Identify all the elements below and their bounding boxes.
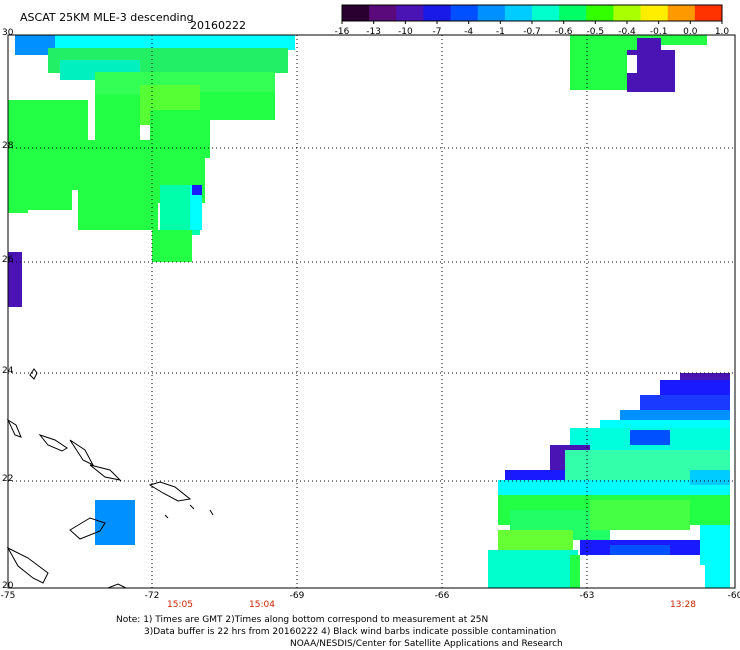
colorbar-tick-label: -0.6 [554, 27, 573, 37]
map-frame [7, 34, 736, 589]
colorbar-segment [667, 5, 696, 21]
data-cell [627, 55, 637, 73]
coastline [69, 517, 106, 540]
colorbar-segment [423, 5, 452, 21]
colorbar-segment [450, 5, 479, 21]
colorbar-tick-label: -4 [464, 27, 474, 37]
data-cell [637, 38, 661, 50]
colorbar-tick-label: -0.7 [523, 27, 541, 37]
coastline [209, 509, 214, 516]
data-cell [680, 373, 730, 383]
data-cell [95, 95, 140, 140]
colorbar-tick-label: 1.0 [714, 27, 730, 37]
colorbar-tick-label: -0.1 [649, 27, 668, 37]
swath-time-label: 13:28 [670, 600, 696, 610]
colorbar-tick-label: -16 [334, 27, 350, 37]
coastline [29, 368, 38, 380]
data-cell [192, 185, 202, 195]
data-cell [630, 430, 670, 445]
swath-time-label: 15:05 [167, 600, 193, 610]
coastline [107, 583, 127, 589]
longitude-label: -75 [0, 591, 16, 601]
latitude-label: 24 [2, 366, 14, 376]
note-line-1: Note: 1) Times are GMT 2)Times along bot… [116, 615, 489, 625]
data-cell [590, 500, 690, 530]
data-cell [705, 560, 730, 588]
colorbar-segment [396, 5, 424, 21]
data-cell [22, 170, 72, 210]
coastline [148, 481, 192, 502]
latitude-label: 30 [2, 28, 14, 38]
coastline [6, 418, 22, 438]
colorbar-tick-label: -7 [432, 27, 442, 37]
colorbar-segment [504, 5, 533, 21]
colorbar-segment [477, 5, 506, 21]
coastline [189, 504, 195, 510]
colorbar-segment [613, 5, 642, 21]
longitude-label: -60 [727, 591, 740, 601]
latitude-label: 26 [2, 255, 14, 265]
coastline [164, 514, 169, 519]
data-cell [95, 500, 135, 545]
colorbar-segment [532, 5, 560, 21]
coastline [69, 439, 95, 467]
colorbar-segment [559, 5, 587, 21]
colorbar-tick-label: 0.0 [683, 27, 698, 37]
colorbar-tick-label: -10 [397, 27, 413, 37]
data-cell [505, 470, 565, 482]
data-cell [150, 110, 210, 158]
longitude-label: -63 [579, 591, 595, 601]
data-cell [700, 525, 730, 565]
latitude-label: 28 [2, 141, 14, 151]
data-cell [570, 555, 580, 588]
map-title: ASCAT 25KM MLE-3 descending [20, 11, 194, 24]
note-line-3: NOAA/NESDIS/Center for Satellite Applica… [290, 639, 563, 649]
longitude-label: -72 [144, 591, 160, 601]
latitude-label: 20 [2, 581, 14, 591]
colorbar-tick-label: -1 [495, 27, 505, 37]
colorbar-tick-label: -13 [366, 27, 382, 37]
longitude-label: -69 [289, 591, 305, 601]
data-cell [610, 545, 670, 555]
map-date: 20160222 [190, 19, 246, 32]
coastline [89, 464, 122, 481]
swath-time-label: 15:04 [249, 600, 275, 610]
note-line-2: 3)Data buffer is 22 hrs from 20160222 4)… [144, 627, 557, 637]
latitude-label: 22 [2, 474, 14, 484]
data-cell [78, 140, 158, 230]
colorbar-segment [342, 5, 370, 21]
data-cell [488, 550, 578, 588]
data-cell [8, 252, 22, 307]
colorbar-tick-label: -0.5 [586, 27, 605, 37]
data-cell [190, 185, 202, 230]
data-cell [152, 230, 192, 262]
colorbar-tick-label: -0.4 [618, 27, 636, 37]
data-cell [55, 35, 295, 50]
colorbar-segment [586, 5, 614, 21]
data-cell [627, 35, 707, 45]
coastline [6, 546, 49, 584]
colorbar-segment [369, 5, 397, 21]
longitude-label: -66 [434, 591, 450, 601]
data-cell [690, 470, 730, 485]
colorbar-segment [694, 5, 723, 21]
data-cell [200, 92, 275, 120]
coastline [38, 433, 68, 452]
colorbar-segment [640, 5, 669, 21]
